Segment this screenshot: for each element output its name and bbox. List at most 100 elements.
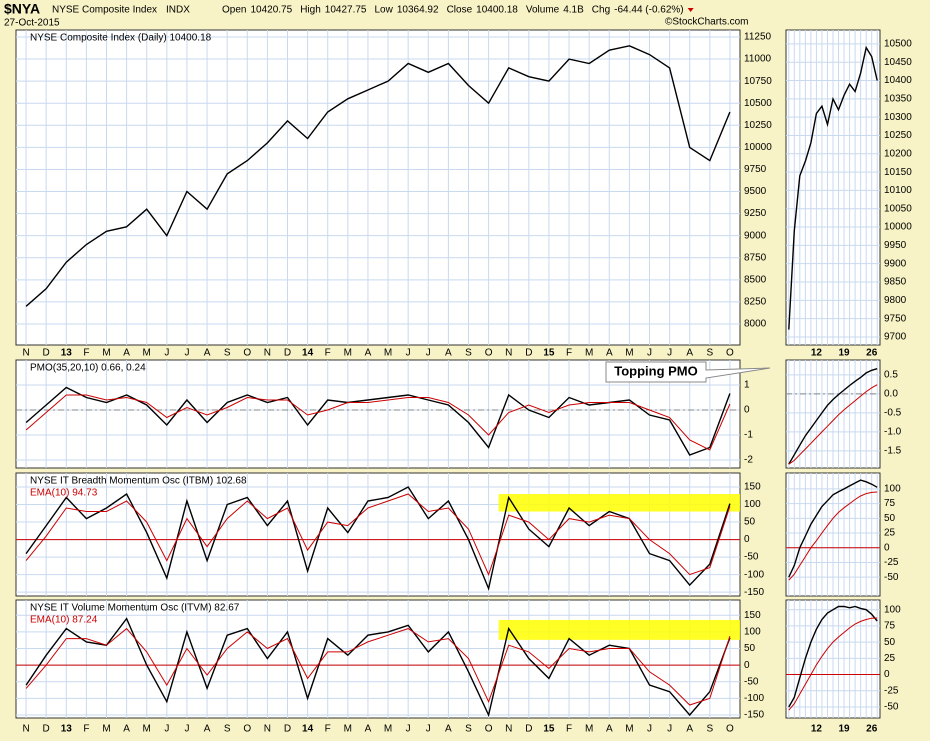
y-tick-label: 25 <box>884 528 896 539</box>
x-tick-label: M <box>585 348 593 359</box>
x-tick-label: S <box>224 724 231 735</box>
series-line <box>25 627 731 706</box>
panel <box>15 599 741 719</box>
legend-entry: EMA(10) 87.24 <box>30 615 98 626</box>
x-tick-label: D <box>525 724 532 735</box>
x-tick-label: F <box>83 348 89 359</box>
y-tick-label: 10050 <box>884 203 912 214</box>
series-line <box>25 486 731 591</box>
series-line <box>25 493 731 576</box>
legend-entry: NYSE IT Breadth Momentum Osc (ITBM) 102.… <box>30 476 247 487</box>
x-tick-label: D <box>43 348 50 359</box>
x-tick-label: M <box>143 724 151 735</box>
y-tick-label: 11250 <box>744 32 772 43</box>
series-line <box>25 45 731 307</box>
y-tick-label: -25 <box>884 557 899 568</box>
x-tick-label: J <box>647 348 652 359</box>
x-tick-label: N <box>264 724 271 735</box>
x-tick-label: D <box>284 724 291 735</box>
x-tick-label: D <box>43 724 50 735</box>
quote-label: Low <box>374 5 393 16</box>
y-tick-label: 75 <box>884 498 896 509</box>
y-tick-label: 9250 <box>744 208 767 219</box>
x-tick-label: N <box>264 348 271 359</box>
x-tick-label: 14 <box>302 348 314 359</box>
x-tick-label: D <box>525 348 532 359</box>
x-tick-label: N <box>22 348 29 359</box>
x-tick-label: M <box>102 348 110 359</box>
x-tick-label: O <box>243 348 251 359</box>
x-tick-label: S <box>706 348 713 359</box>
x-tick-label: J <box>667 348 672 359</box>
x-tick-label: M <box>143 348 151 359</box>
x-tick-label: A <box>365 348 372 359</box>
y-tick-label: -25 <box>884 685 899 696</box>
series-line <box>788 45 878 330</box>
y-tick-label: 9850 <box>884 277 907 288</box>
y-tick-label: 0 <box>884 669 890 680</box>
x-tick-label: 19 <box>838 348 850 359</box>
x-tick-label: J <box>406 348 411 359</box>
down-arrow <box>687 8 694 12</box>
quote-label: Volume <box>526 5 560 16</box>
quote-value: 10427.75 <box>325 5 367 16</box>
y-tick-label: 10100 <box>884 185 912 196</box>
y-tick-label: -2 <box>744 455 753 466</box>
x-tick-label: M <box>344 724 352 735</box>
y-tick-label: 100 <box>884 484 901 495</box>
x-tick-label: O <box>243 724 251 735</box>
y-tick-label: -50 <box>744 552 759 563</box>
x-tick-label: J <box>184 724 189 735</box>
x-tick-label: O <box>726 348 734 359</box>
y-tick-label: 0.5 <box>884 369 898 380</box>
x-tick-label: 13 <box>61 348 73 359</box>
y-tick-label: 0 <box>744 660 750 671</box>
series-line <box>788 605 878 708</box>
x-tick-label: N <box>22 724 29 735</box>
y-tick-label: 10450 <box>884 57 912 68</box>
y-tick-label: 9750 <box>744 164 767 175</box>
series-line <box>25 394 731 451</box>
y-tick-label: 8750 <box>744 252 767 263</box>
y-tick-label: 0.0 <box>884 388 898 399</box>
y-tick-label: 8000 <box>744 319 767 330</box>
x-tick-label: J <box>164 348 169 359</box>
y-tick-label: 50 <box>884 637 896 648</box>
x-tick-label: A <box>204 724 211 735</box>
y-tick-label: 10400 <box>884 75 912 86</box>
y-tick-label: 50 <box>744 643 756 654</box>
x-tick-label: F <box>83 724 89 735</box>
change-value: -64.44 (-0.62%) <box>614 5 683 16</box>
y-tick-label: 100 <box>744 627 761 638</box>
x-tick-label: 15 <box>543 348 555 359</box>
y-tick-label: -1.5 <box>884 446 902 457</box>
panel <box>15 29 741 346</box>
y-tick-label: 0 <box>744 534 750 545</box>
x-tick-label: O <box>485 348 493 359</box>
x-tick-label: N <box>505 724 512 735</box>
symbol: $NYA <box>4 1 40 17</box>
series-line <box>788 617 878 711</box>
series-line <box>788 384 878 465</box>
y-tick-label: -1 <box>744 430 753 441</box>
y-tick-label: -50 <box>884 572 899 583</box>
x-tick-label: 12 <box>811 348 823 359</box>
x-tick-label: J <box>667 724 672 735</box>
highlight-band <box>498 494 740 512</box>
x-tick-label: M <box>625 724 633 735</box>
x-tick-label: N <box>505 348 512 359</box>
y-tick-label: 150 <box>744 610 761 621</box>
x-tick-label: A <box>686 724 693 735</box>
legend-entry: PMO(35,20,10) 0.66, 0.24 <box>30 363 146 374</box>
x-tick-label: O <box>726 724 734 735</box>
x-tick-label: F <box>566 724 572 735</box>
y-tick-label: 9800 <box>884 295 907 306</box>
y-tick-label: -0.5 <box>884 407 902 418</box>
y-tick-label: -50 <box>884 702 899 713</box>
panel <box>15 472 741 597</box>
x-tick-label: M <box>585 724 593 735</box>
y-tick-label: 0 <box>884 542 890 553</box>
series-line <box>788 368 878 465</box>
x-tick-label: F <box>566 348 572 359</box>
y-tick-label: 9700 <box>884 332 907 343</box>
